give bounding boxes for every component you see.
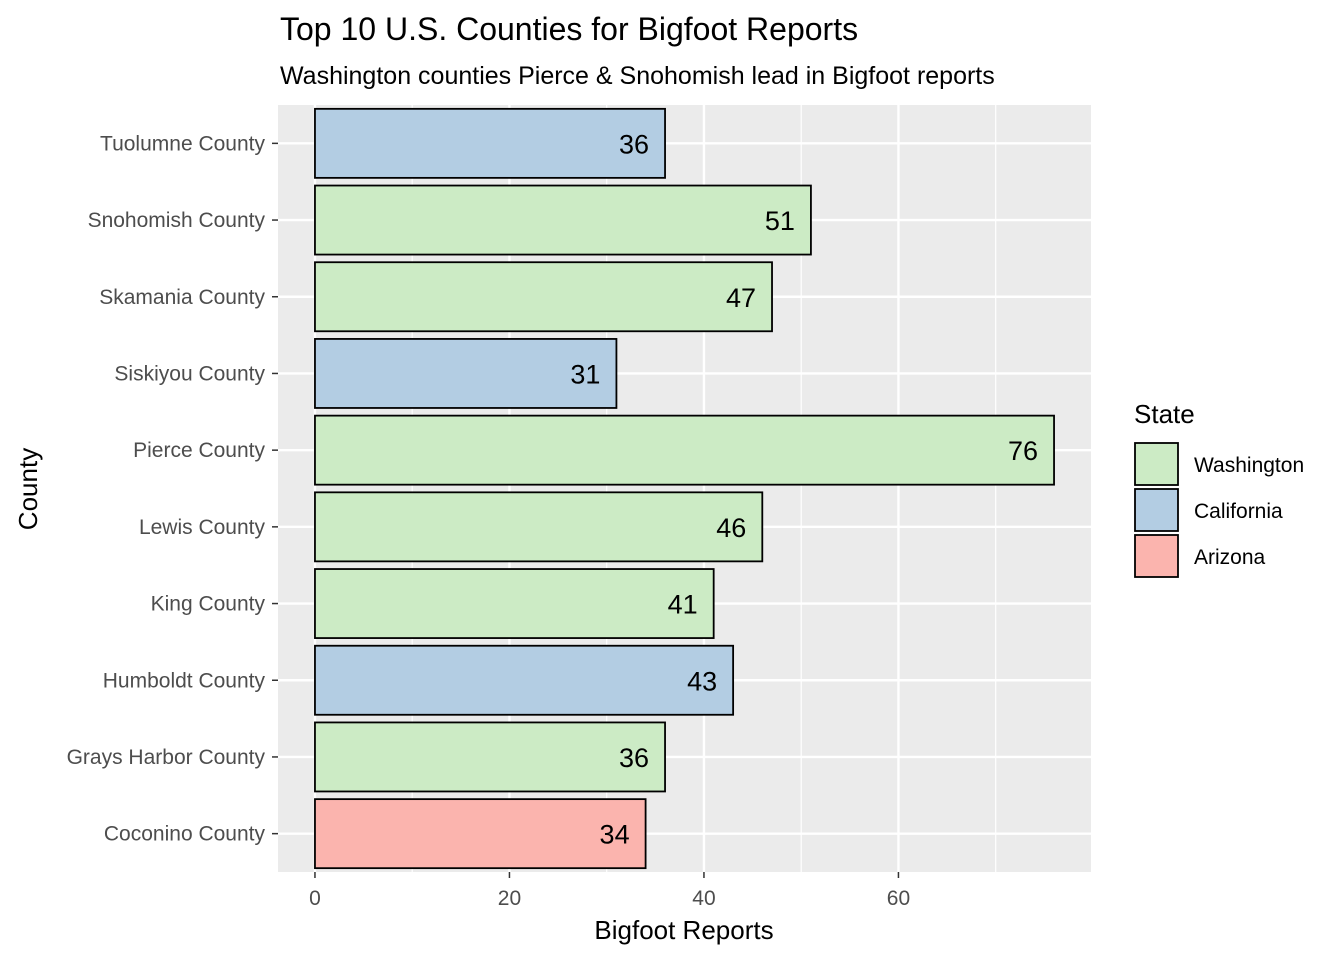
y-tick-label: Grays Harbor County bbox=[67, 746, 266, 769]
legend-label: Washington bbox=[1194, 454, 1304, 477]
bar-value-label: 47 bbox=[726, 283, 756, 313]
bars: 36 51 47 31 76 46 41 43 36 34 bbox=[314, 107, 1055, 870]
bar-value-label: 36 bbox=[619, 743, 649, 773]
y-tick-label: Tuolumne County bbox=[100, 132, 265, 155]
bar bbox=[314, 644, 735, 716]
y-tick-label: Snohomish County bbox=[88, 209, 266, 232]
y-tick-label: Skamania County bbox=[99, 286, 265, 309]
x-tick-label: 60 bbox=[887, 887, 910, 910]
bar bbox=[314, 721, 666, 793]
y-tick-label: Coconino County bbox=[104, 823, 266, 846]
y-tick-label: King County bbox=[151, 593, 266, 616]
bar-value-label: 51 bbox=[765, 206, 795, 236]
y-tick-label: Lewis County bbox=[139, 516, 266, 539]
y-tick-label: Humboldt County bbox=[103, 669, 266, 692]
bar-value-label: 34 bbox=[600, 820, 630, 850]
legend-title: State bbox=[1134, 399, 1195, 429]
y-tick-label: Pierce County bbox=[133, 439, 265, 462]
bar bbox=[314, 568, 715, 639]
legend: State Washington California Arizona bbox=[1134, 399, 1304, 578]
chart-title: Top 10 U.S. Counties for Bigfoot Reports bbox=[280, 11, 858, 47]
y-tick-label: Siskiyou County bbox=[114, 362, 265, 385]
chart-subtitle: Washington counties Pierce & Snohomish l… bbox=[280, 62, 995, 90]
x-tick-label: 0 bbox=[309, 887, 321, 910]
x-axis-title: Bigfoot Reports bbox=[594, 915, 773, 945]
bar bbox=[314, 414, 1055, 486]
x-axis: 0 20 40 60 bbox=[309, 872, 910, 910]
bar bbox=[314, 491, 764, 563]
bar-value-label: 46 bbox=[716, 513, 746, 543]
y-axis-title: County bbox=[13, 448, 43, 530]
bar-value-label: 31 bbox=[570, 359, 600, 389]
bar-value-label: 43 bbox=[687, 666, 717, 696]
bar bbox=[314, 338, 618, 409]
y-axis: Tuolumne County Snohomish County Skamania … bbox=[67, 132, 278, 846]
legend-label: Arizona bbox=[1194, 546, 1266, 569]
bar-value-label: 41 bbox=[668, 590, 698, 620]
legend-swatch bbox=[1134, 442, 1179, 486]
bar-value-label: 76 bbox=[1008, 436, 1038, 466]
legend-swatch bbox=[1134, 534, 1179, 578]
legend-swatch bbox=[1134, 488, 1179, 532]
bar bbox=[314, 798, 647, 870]
bar-value-label: 36 bbox=[619, 129, 649, 159]
bar bbox=[314, 261, 773, 333]
bar bbox=[314, 184, 812, 256]
bar bbox=[314, 107, 666, 179]
x-tick-label: 20 bbox=[498, 887, 521, 910]
x-tick-label: 40 bbox=[692, 887, 715, 910]
legend-label: California bbox=[1194, 500, 1283, 523]
